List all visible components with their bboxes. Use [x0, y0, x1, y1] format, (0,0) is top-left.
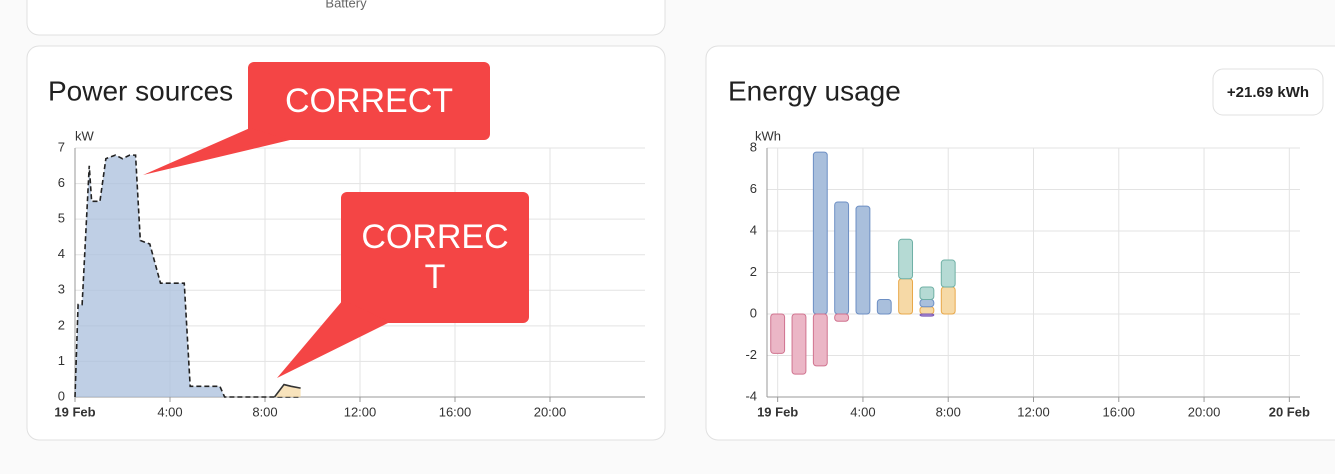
x-tick-label: 4:00	[157, 404, 182, 419]
line	[74, 154, 301, 398]
area	[75, 155, 301, 397]
line	[273, 383, 301, 398]
y-tick-label: 1	[58, 353, 65, 368]
bar	[791, 313, 807, 375]
bar	[919, 313, 935, 317]
chart-title: Energy usage	[728, 75, 901, 106]
badge-text: +21.69 kWh	[1227, 84, 1309, 101]
bar	[919, 306, 935, 315]
bar	[940, 286, 956, 315]
x-tick-label: 8:00	[936, 404, 961, 419]
y-tick-label: 0	[750, 305, 757, 320]
y-tick-label: 7	[58, 139, 65, 154]
bar	[812, 313, 828, 367]
x-tick-label: 16:00	[439, 404, 472, 419]
x-tick-label: 8:00	[252, 404, 277, 419]
chart-title: Power sources	[48, 75, 233, 106]
y-tick-label: 2	[750, 264, 757, 279]
badge[interactable]	[1212, 68, 1324, 116]
y-tick-label: 4	[750, 222, 757, 237]
x-tick-label: 20:00	[1188, 404, 1221, 419]
battery-card	[26, 0, 666, 36]
y-axis-label: kWh	[755, 128, 781, 143]
x-tick-label: 19 Feb	[757, 404, 798, 419]
y-tick-label: -2	[745, 347, 757, 362]
y-tick-label: 8	[750, 139, 757, 154]
x-tick-label: 19 Feb	[54, 404, 95, 419]
y-tick-label: 6	[58, 175, 65, 190]
bar	[855, 205, 871, 315]
bar	[898, 278, 914, 315]
bar	[940, 259, 956, 288]
bar	[770, 313, 786, 354]
bar	[898, 238, 914, 280]
x-tick-label: 16:00	[1103, 404, 1136, 419]
y-tick-label: 4	[58, 246, 65, 261]
y-tick-label: 5	[58, 211, 65, 226]
callout-text: CORRECT	[361, 218, 509, 296]
y-tick-label: 2	[58, 317, 65, 332]
bar	[919, 298, 935, 308]
x-tick-label: 4:00	[850, 404, 875, 419]
y-axis-label: kW	[75, 128, 95, 143]
callout-text: CORRECT	[284, 82, 454, 120]
bar	[834, 201, 850, 315]
x-tick-label: 12:00	[1017, 404, 1050, 419]
y-tick-label: 0	[58, 388, 65, 403]
bar	[834, 313, 850, 322]
x-tick-label: 20:00	[534, 404, 567, 419]
card-label: Battery	[325, 0, 367, 10]
y-tick-label: 3	[58, 282, 65, 297]
x-tick-label: 20 Feb	[1269, 404, 1310, 419]
y-tick-label: 6	[750, 181, 757, 196]
x-tick-label: 12:00	[344, 404, 377, 419]
bar	[919, 286, 935, 300]
bar	[812, 151, 828, 315]
bar	[876, 298, 892, 315]
y-tick-label: -4	[745, 388, 757, 403]
